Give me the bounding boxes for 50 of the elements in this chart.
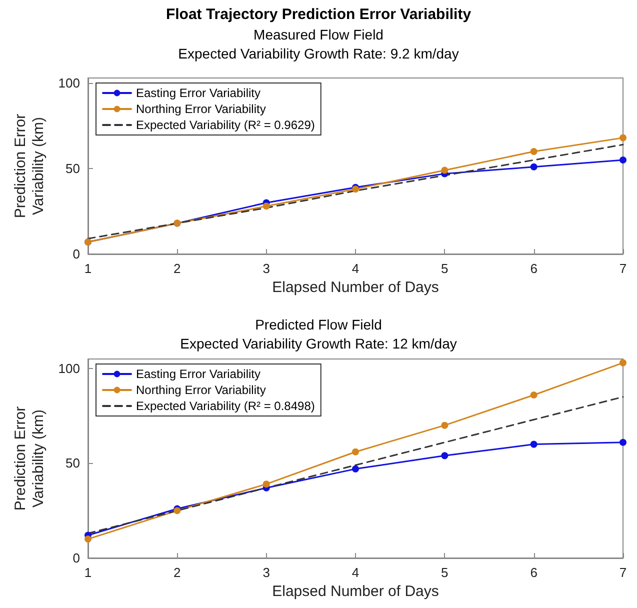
point — [84, 536, 92, 543]
x-tick-label: 3 — [262, 261, 270, 276]
x-tick-label: 7 — [619, 565, 627, 580]
y-axis-title: Prediction Error Variability (km) — [12, 406, 47, 511]
x-tick-label: 1 — [84, 565, 92, 580]
x-tick-label: 3 — [262, 565, 270, 580]
point — [530, 163, 538, 170]
chart-subtitle: Measured Flow Field Expected Variability Growth Rate: 9.2 km/day — [178, 26, 459, 62]
x-tick-label: 4 — [352, 261, 360, 276]
x-tick-label: 6 — [530, 261, 538, 276]
y-tick-label: 50 — [66, 456, 80, 471]
point — [441, 166, 448, 174]
x-tick-label: 4 — [352, 565, 360, 580]
point — [352, 448, 359, 456]
y-tick-label: 0 — [72, 550, 80, 566]
x-tick-label: 2 — [174, 565, 181, 580]
point — [441, 422, 448, 429]
y-axis-title: Prediction Error Variability (km) — [12, 114, 47, 218]
x-tick-label: 1 — [84, 261, 92, 276]
x-tick-label: 5 — [441, 565, 448, 580]
x-tick-label: 2 — [174, 261, 181, 276]
legend-label: Northing Error Variability — [136, 383, 266, 397]
y-tick-label: 0 — [72, 246, 80, 262]
y-tick-label: 100 — [58, 360, 80, 376]
legend-label: Easting Error Variability — [136, 86, 260, 100]
legend-label: Northing Error Variability — [136, 102, 266, 116]
point — [620, 438, 626, 446]
point — [530, 392, 538, 399]
point — [620, 156, 626, 164]
x-axis-title: Elapsed Number of Days — [272, 279, 439, 296]
x-tick-label: 5 — [441, 261, 448, 276]
y-tick-label: 50 — [66, 161, 80, 176]
point — [262, 480, 270, 488]
x-tick-label: 7 — [619, 261, 627, 276]
chart-subtitle: Expected Variability Growth Rate: 12 km/day — [180, 336, 457, 352]
x-tick-label: 6 — [530, 565, 538, 580]
point — [262, 202, 270, 210]
chart-title: Float Trajectory Prediction Error Variability — [166, 6, 472, 23]
y-tick-label: 100 — [58, 76, 80, 91]
legend-label: Easting Error Variability — [136, 367, 260, 381]
point — [620, 359, 626, 366]
legend-label: Expected Variability (R² = 0.8498) — [136, 399, 315, 413]
legend-label: Expected Variability (R² = 0.9629) — [136, 118, 315, 132]
point — [441, 452, 448, 460]
chart-title: Predicted Flow Field — [255, 316, 382, 332]
x-axis-title: Elapsed Number of Days — [272, 583, 439, 600]
point — [530, 440, 538, 448]
point — [352, 465, 359, 472]
point — [620, 134, 626, 142]
point — [530, 148, 538, 155]
